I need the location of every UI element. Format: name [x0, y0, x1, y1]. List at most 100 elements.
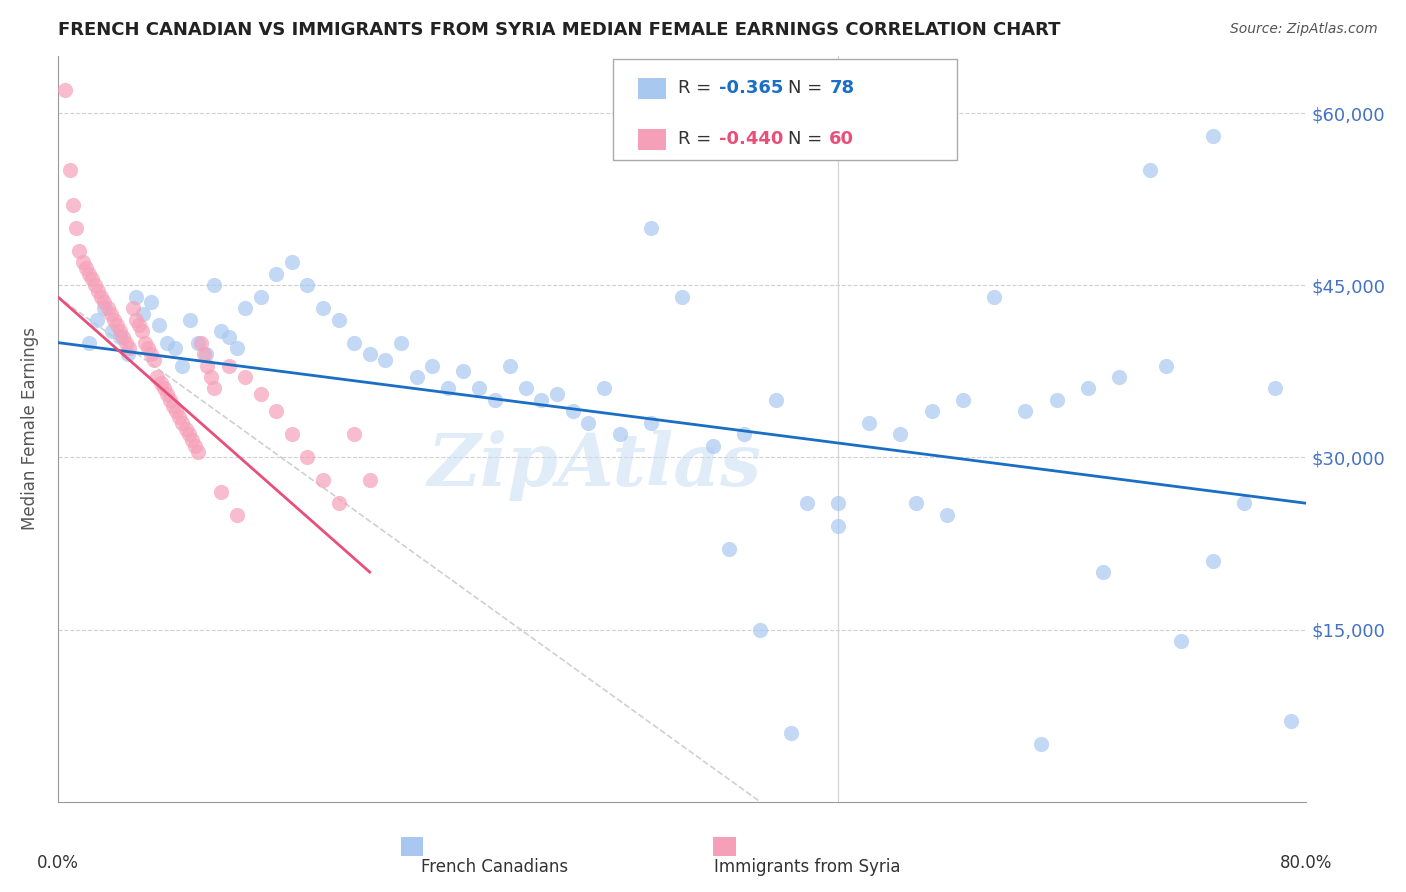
- Text: ZipAtlas: ZipAtlas: [427, 431, 762, 501]
- Point: [93, 295, 115, 310]
- Point: [405, 370, 427, 384]
- Text: Source: ZipAtlas.com: Source: ZipAtlas.com: [1230, 22, 1378, 37]
- FancyBboxPatch shape: [613, 60, 956, 160]
- Point: [1139, 163, 1161, 178]
- Point: [226, 508, 249, 522]
- Point: [827, 496, 849, 510]
- Point: [117, 347, 139, 361]
- Point: [67, 244, 90, 258]
- Point: [141, 347, 163, 361]
- Point: [233, 370, 256, 384]
- Point: [200, 370, 222, 384]
- Point: [1264, 382, 1286, 396]
- Point: [389, 335, 412, 350]
- Point: [105, 318, 128, 333]
- Point: [134, 335, 156, 350]
- Point: [193, 347, 215, 361]
- Point: [671, 290, 693, 304]
- Text: 78: 78: [830, 79, 855, 97]
- Point: [889, 427, 911, 442]
- Point: [177, 427, 200, 442]
- Text: N =: N =: [789, 130, 828, 148]
- Point: [172, 416, 194, 430]
- Point: [218, 359, 240, 373]
- Point: [1108, 370, 1130, 384]
- Point: [484, 392, 506, 407]
- Point: [149, 376, 172, 390]
- Point: [72, 255, 94, 269]
- Point: [420, 359, 443, 373]
- Point: [131, 324, 153, 338]
- Point: [374, 352, 396, 367]
- Point: [576, 416, 599, 430]
- Point: [187, 444, 209, 458]
- Text: Immigrants from Syria: Immigrants from Syria: [714, 857, 900, 876]
- Point: [55, 83, 77, 97]
- FancyBboxPatch shape: [638, 78, 665, 99]
- Point: [118, 341, 141, 355]
- Point: [128, 318, 150, 333]
- Point: [226, 341, 249, 355]
- Text: N =: N =: [789, 79, 828, 97]
- Point: [121, 301, 143, 315]
- Point: [77, 267, 100, 281]
- Point: [184, 439, 207, 453]
- Point: [733, 427, 755, 442]
- Point: [124, 290, 146, 304]
- Point: [1233, 496, 1256, 510]
- Point: [936, 508, 959, 522]
- Point: [65, 220, 87, 235]
- Point: [103, 312, 125, 326]
- Point: [1029, 737, 1052, 751]
- Point: [108, 330, 131, 344]
- Point: [468, 382, 491, 396]
- Point: [640, 416, 662, 430]
- Point: [112, 330, 135, 344]
- Point: [905, 496, 928, 510]
- FancyBboxPatch shape: [638, 128, 665, 150]
- Point: [640, 220, 662, 235]
- Point: [952, 392, 974, 407]
- Text: 60: 60: [830, 130, 855, 148]
- Text: French Canadians: French Canadians: [420, 857, 568, 876]
- Point: [546, 387, 568, 401]
- Point: [165, 404, 187, 418]
- Point: [80, 272, 103, 286]
- Point: [858, 416, 880, 430]
- Point: [453, 364, 475, 378]
- Point: [827, 519, 849, 533]
- Point: [1201, 128, 1223, 143]
- Point: [359, 473, 381, 487]
- Point: [148, 318, 170, 333]
- Point: [530, 392, 553, 407]
- Point: [169, 410, 191, 425]
- Point: [780, 726, 803, 740]
- Point: [187, 335, 209, 350]
- Text: -0.365: -0.365: [720, 79, 783, 97]
- Point: [156, 335, 179, 350]
- Point: [765, 392, 787, 407]
- Point: [146, 370, 169, 384]
- Text: -0.440: -0.440: [720, 130, 783, 148]
- Point: [179, 312, 201, 326]
- Text: 0.0%: 0.0%: [37, 854, 79, 871]
- Text: FRENCH CANADIAN VS IMMIGRANTS FROM SYRIA MEDIAN FEMALE EARNINGS CORRELATION CHAR: FRENCH CANADIAN VS IMMIGRANTS FROM SYRIA…: [58, 21, 1060, 39]
- Point: [312, 473, 335, 487]
- Text: R =: R =: [678, 130, 717, 148]
- Point: [172, 359, 194, 373]
- Point: [93, 301, 115, 315]
- Point: [312, 301, 335, 315]
- Point: [1154, 359, 1177, 373]
- Point: [609, 427, 631, 442]
- Point: [156, 387, 179, 401]
- Point: [202, 382, 225, 396]
- Point: [77, 335, 100, 350]
- Point: [194, 347, 217, 361]
- Point: [359, 347, 381, 361]
- Point: [1092, 565, 1115, 579]
- Point: [343, 427, 366, 442]
- Point: [101, 324, 124, 338]
- FancyBboxPatch shape: [401, 838, 423, 856]
- Point: [1014, 404, 1036, 418]
- Point: [1201, 554, 1223, 568]
